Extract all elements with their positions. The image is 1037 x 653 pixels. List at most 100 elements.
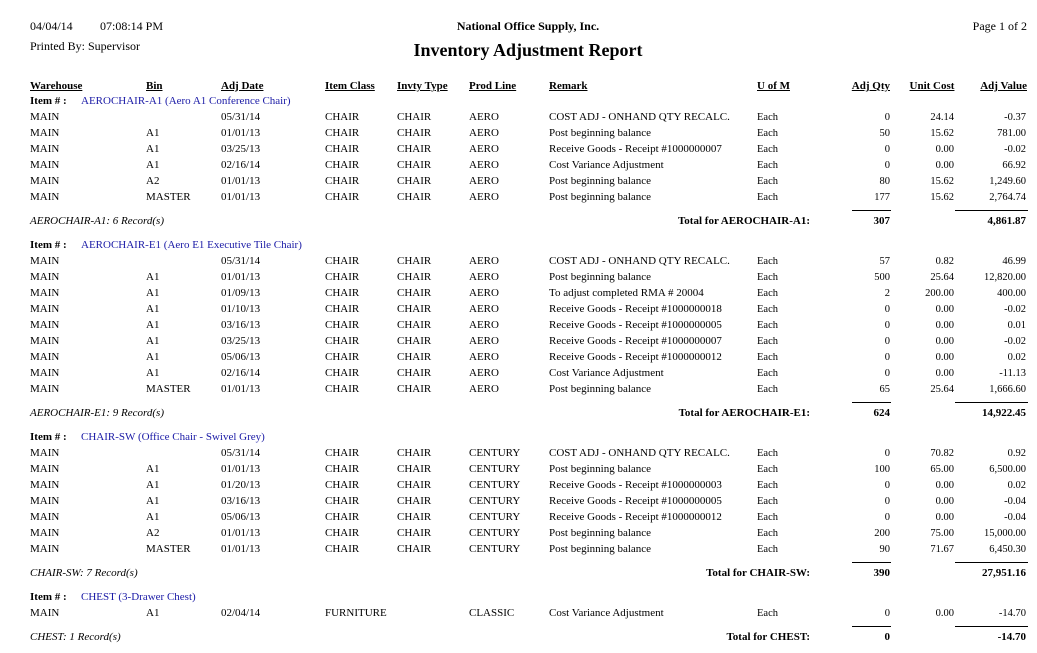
cell: MAIN (30, 543, 60, 555)
cell: Post beginning balance (549, 543, 652, 555)
cell: Each (757, 176, 778, 187)
cell: CHAIR (325, 271, 360, 283)
cell: MAIN (30, 495, 60, 507)
cell: CHAIR (397, 527, 432, 539)
cell: 0 (884, 160, 890, 171)
cell: MAIN (30, 255, 60, 267)
cell: AERO (469, 111, 499, 123)
column-header: Prod Line (469, 80, 517, 92)
cell: MAIN (30, 367, 60, 379)
cell: Each (757, 112, 778, 123)
cell: 0 (884, 608, 890, 619)
cell: MAIN (30, 143, 60, 155)
cell: Receive Goods - Receipt #1000000012 (549, 351, 722, 363)
cell: 15.62 (930, 192, 954, 203)
cell: 0.00 (935, 496, 954, 507)
cell: -0.02 (1004, 144, 1026, 155)
cell: A1 (146, 479, 160, 491)
rule-line (852, 626, 891, 627)
cell: CHAIR (397, 143, 432, 155)
cell: 01/20/13 (221, 479, 261, 491)
column-header: Item Class (325, 80, 375, 92)
cell: MAIN (30, 511, 60, 523)
report-date: 04/04/14 (30, 19, 73, 33)
cell: 0.00 (935, 352, 954, 363)
cell: MAIN (30, 303, 60, 315)
cell: 05/31/14 (221, 111, 261, 123)
cell: CHAIR (325, 175, 360, 187)
cell: 0.00 (935, 304, 954, 315)
cell: A1 (146, 319, 160, 331)
cell: 0.01 (1007, 320, 1026, 331)
cell: 57 (879, 256, 891, 267)
cell: 0 (884, 496, 890, 507)
cell: CENTURY (469, 447, 521, 459)
cell: AERO (469, 255, 499, 267)
cell: 0 (884, 144, 890, 155)
cell: CHAIR (325, 463, 360, 475)
cell: AERO (469, 303, 499, 315)
rule-line (955, 626, 1028, 627)
cell: 01/01/13 (221, 175, 261, 187)
cell: 80 (879, 176, 891, 187)
cell: 0 (884, 480, 890, 491)
cell: A1 (146, 463, 160, 475)
rule-line (955, 210, 1028, 211)
cell: CHAIR (325, 127, 360, 139)
cell: MASTER (146, 383, 191, 395)
cell: -0.02 (1004, 304, 1026, 315)
cell: 0 (884, 448, 890, 459)
cell: -14.70 (998, 608, 1026, 619)
cell: MASTER (146, 543, 191, 555)
cell: CHAIR (397, 303, 432, 315)
cell: 1,666.60 (989, 384, 1026, 395)
cell: A1 (146, 127, 160, 139)
cell: AERO (469, 127, 499, 139)
cell: 500 (874, 272, 890, 283)
total-value: 27,951.16 (982, 567, 1026, 579)
rule-line (852, 562, 891, 563)
cell: Each (757, 384, 778, 395)
cell: 05/06/13 (221, 511, 261, 523)
cell: AERO (469, 143, 499, 155)
cell: 0.00 (935, 160, 954, 171)
cell: CHAIR (397, 255, 432, 267)
column-header: Unit Cost (909, 80, 955, 92)
item-label: Item # : (30, 239, 67, 251)
cell: Receive Goods - Receipt #1000000005 (549, 495, 722, 507)
cell: 46.99 (1002, 256, 1026, 267)
cell: 0 (884, 112, 890, 123)
cell: 0 (884, 304, 890, 315)
cell: CHAIR (325, 351, 360, 363)
cell: CHAIR (325, 511, 360, 523)
cell: CHAIR (397, 463, 432, 475)
item-name: AEROCHAIR-A1 (Aero A1 Conference Chair) (81, 95, 291, 107)
cell: CHAIR (325, 479, 360, 491)
cell: MAIN (30, 127, 60, 139)
cell: 01/01/13 (221, 271, 261, 283)
cell: 03/16/13 (221, 319, 261, 331)
cell: 1,249.60 (989, 176, 1026, 187)
cell: 0.82 (935, 256, 954, 267)
column-header: Bin (146, 80, 163, 92)
total-value: -14.70 (997, 631, 1026, 643)
cell: 6,500.00 (989, 464, 1026, 475)
item-label: Item # : (30, 591, 67, 603)
cell: -0.02 (1004, 336, 1026, 347)
cell: Each (757, 544, 778, 555)
cell: AERO (469, 319, 499, 331)
cell: Each (757, 192, 778, 203)
cell: CHAIR (397, 191, 432, 203)
column-header: Adj Value (980, 80, 1027, 92)
cell: 03/25/13 (221, 335, 261, 347)
cell: 01/01/13 (221, 383, 261, 395)
cell: CHAIR (397, 495, 432, 507)
cell: Each (757, 272, 778, 283)
cell: 0.00 (935, 480, 954, 491)
cell: 15.62 (930, 128, 954, 139)
cell: Each (757, 256, 778, 267)
cell: 01/10/13 (221, 303, 261, 315)
item-name: CHAIR-SW (Office Chair - Swivel Grey) (81, 431, 265, 443)
column-header: Adj Qty (851, 80, 890, 92)
cell: CHAIR (325, 303, 360, 315)
